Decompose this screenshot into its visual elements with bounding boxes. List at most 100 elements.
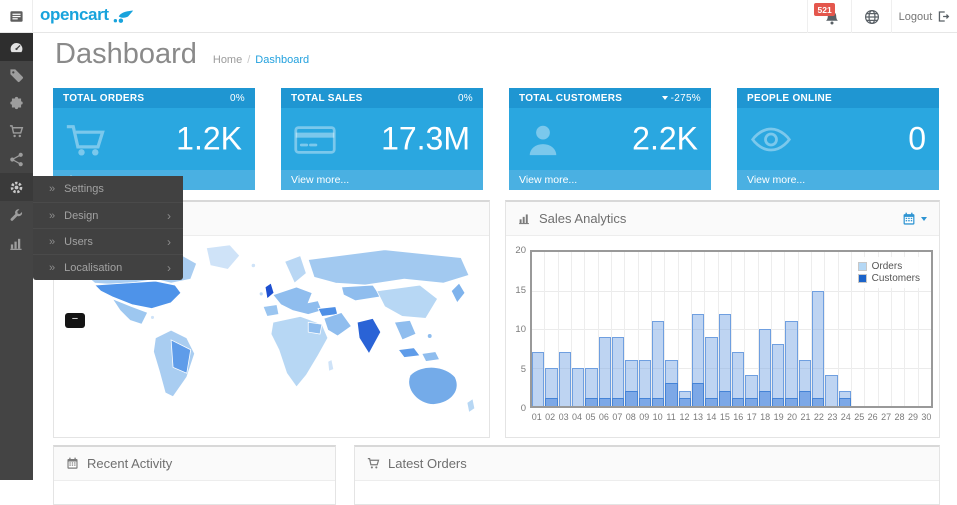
sidebar-item-system[interactable] <box>0 173 33 201</box>
tag-icon <box>9 68 24 83</box>
customers-bar <box>838 398 851 406</box>
opencart-logo[interactable]: opencart <box>40 5 134 25</box>
chart-column <box>864 252 877 406</box>
chart-range-button[interactable] <box>902 212 927 226</box>
sidebar-item-dashboard[interactable] <box>0 33 33 61</box>
sales-analytics-panel: Sales Analytics Orders Customers 01 02 03 04… <box>505 200 940 438</box>
dashboard-gauge-icon <box>9 40 24 55</box>
cart-icon <box>367 457 380 470</box>
orders-bar <box>718 313 731 406</box>
sidebar-item-reports[interactable] <box>0 229 33 257</box>
y-tick-label: 20 <box>515 245 526 256</box>
stat-tile-header: TOTAL CUSTOMERS -275% <box>509 88 711 108</box>
customers-bar <box>745 398 758 406</box>
legend-entry: Customers <box>857 273 920 284</box>
logout-label: Logout <box>898 10 933 23</box>
sidebar-item-catalog[interactable] <box>0 61 33 89</box>
x-tick-label: 01 <box>531 412 542 422</box>
x-tick-label: 13 <box>692 412 703 422</box>
customers-bar <box>691 382 705 406</box>
shopping-cart-icon <box>65 121 109 158</box>
header-actions: 521 Logout <box>807 0 957 33</box>
customers-bar <box>758 390 771 406</box>
submenu-item-users[interactable]: » Users › <box>33 228 183 254</box>
breadcrumb-separator: / <box>247 54 251 66</box>
customers-bar <box>665 382 678 406</box>
stat-tile-body: 2.2K <box>509 108 711 170</box>
orders-bar <box>705 336 718 406</box>
view-more-link[interactable]: View more... <box>509 170 711 190</box>
storefront-button[interactable] <box>851 0 891 33</box>
breadcrumb: Home / Dashboard <box>213 54 309 66</box>
customers-bar <box>585 398 598 406</box>
x-tick-label: 17 <box>746 412 757 422</box>
x-tick-label: 02 <box>545 412 556 422</box>
map-zoom-out-button[interactable]: − <box>65 313 85 328</box>
stat-tile-value: 0 <box>908 120 926 157</box>
x-tick-label: 09 <box>639 412 650 422</box>
calendar-icon <box>66 457 79 470</box>
latest-orders-panel: Latest Orders <box>354 445 940 505</box>
orders-bar <box>651 321 665 406</box>
x-tick-label: 06 <box>598 412 609 422</box>
customers-bar <box>545 398 558 406</box>
chart-column <box>850 252 864 406</box>
x-tick-label: 12 <box>679 412 690 422</box>
submenu-item-localisation[interactable]: » Localisation › <box>33 254 183 280</box>
customers-bar <box>731 398 745 406</box>
x-tick-label: 26 <box>867 412 878 422</box>
share-icon <box>9 152 24 167</box>
customers-bar <box>651 398 665 406</box>
stat-tile-value: 2.2K <box>632 120 698 157</box>
legend-swatch <box>857 262 867 271</box>
breadcrumb-dashboard[interactable]: Dashboard <box>255 54 310 66</box>
chart-column <box>624 252 638 406</box>
customers-bar <box>678 398 691 406</box>
page-title-row: Dashboard Home / Dashboard <box>55 38 309 71</box>
notifications-button[interactable]: 521 <box>807 0 851 33</box>
orders-bar <box>731 352 745 406</box>
sales-analytics-title: Sales Analytics <box>539 211 627 226</box>
sidebar-item-sales[interactable] <box>0 117 33 145</box>
stat-tile-title: TOTAL CUSTOMERS <box>519 92 623 104</box>
wrench-icon <box>9 208 24 223</box>
orders-bar <box>545 367 558 406</box>
breadcrumb-home[interactable]: Home <box>212 54 243 66</box>
chart-column <box>584 252 598 406</box>
x-tick-label: 30 <box>921 412 932 422</box>
chart-column <box>544 252 558 406</box>
logo-text: opencart <box>40 5 109 24</box>
customers-bar <box>811 398 825 406</box>
view-more-link[interactable]: View more... <box>737 170 939 190</box>
orders-bar <box>745 375 758 406</box>
eye-icon <box>749 121 793 158</box>
x-tick-label: 27 <box>881 412 892 422</box>
menu-toggle-icon <box>9 10 24 23</box>
customers-bar <box>638 398 651 406</box>
stat-tile-value: 1.2K <box>176 120 242 157</box>
stat-tile: TOTAL SALES 0% 17.3M View more... <box>281 88 483 190</box>
puzzle-icon <box>9 96 24 111</box>
stat-tile-delta: -275% <box>661 92 701 104</box>
stat-tile-delta-value: -275% <box>670 92 701 104</box>
view-more-link[interactable]: View more... <box>281 170 483 190</box>
x-tick-label: 10 <box>652 412 663 422</box>
bar-chart-icon <box>9 236 24 251</box>
sidebar-item-marketing[interactable] <box>0 145 33 173</box>
latest-orders-header: Latest Orders <box>355 447 939 481</box>
stat-tile-header: TOTAL ORDERS 0% <box>53 88 255 108</box>
sidebar-item-extensions[interactable] <box>0 89 33 117</box>
chart-column <box>890 252 904 406</box>
legend-label: Orders <box>871 261 903 272</box>
x-tick-label: 18 <box>760 412 771 422</box>
chart-column <box>704 252 718 406</box>
submenu-item-settings[interactable]: » Settings <box>33 176 183 202</box>
menu-toggle-button[interactable] <box>0 0 33 33</box>
submenu-item-label: Localisation <box>64 261 123 274</box>
stat-tile-delta: 0% <box>230 93 245 104</box>
logout-button[interactable]: Logout <box>891 0 957 33</box>
recent-activity-header: Recent Activity <box>54 447 335 481</box>
chart-plot-area[interactable]: Orders Customers <box>530 250 933 408</box>
sidebar-item-tools[interactable] <box>0 201 33 229</box>
submenu-item-design[interactable]: » Design › <box>33 202 183 228</box>
